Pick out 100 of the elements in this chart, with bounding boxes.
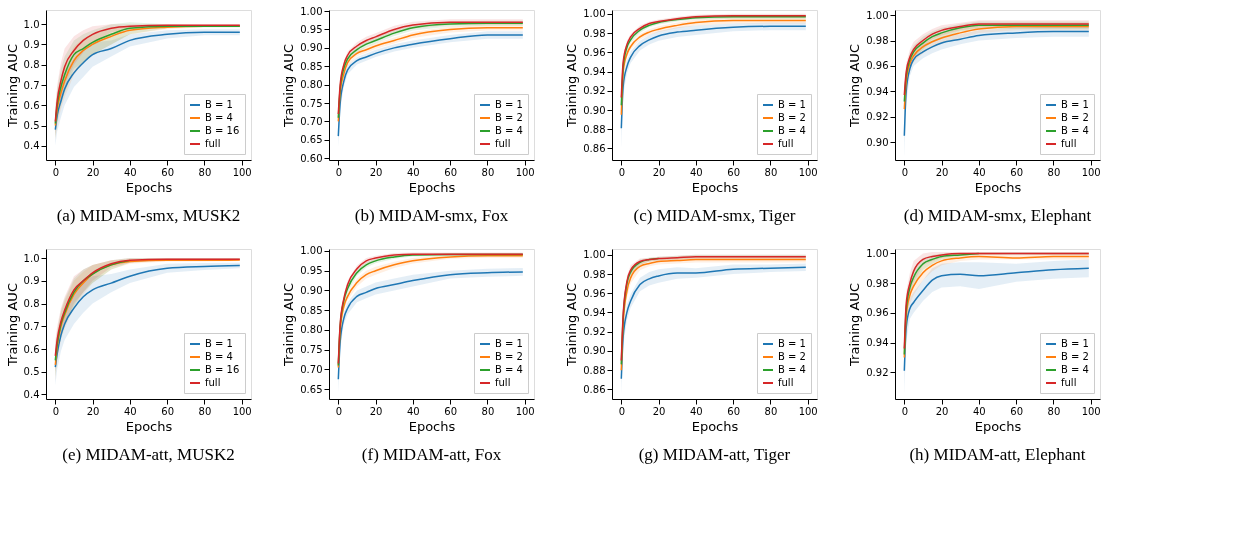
legend-label: B = 4 (495, 125, 523, 136)
legend-label: full (1061, 138, 1077, 149)
text: (f) MIDAM-att, Fox (361, 445, 502, 464)
y-tick-label: 0.75 (300, 344, 323, 356)
x-axis-title: Epochs (125, 179, 173, 195)
legend-label: B = 1 (778, 99, 806, 110)
legend-label: B = 2 (1061, 112, 1089, 123)
y-axis-title: Training AUC (564, 44, 580, 128)
text: (c) MIDAM-smx, Tiger (633, 206, 796, 225)
legend-label: full (205, 138, 221, 149)
x-tick-label: 80 (481, 405, 495, 417)
y-axis-title: Training AUC (281, 283, 297, 367)
x-tick-label: 0 (52, 405, 60, 417)
y-tick-label: 0.70 (300, 363, 323, 375)
x-tick-label: 60 (444, 405, 457, 417)
x-tick-label: 80 (764, 405, 778, 417)
legend-label: B = 4 (495, 364, 523, 375)
y-tick-label: 0.88 (583, 364, 606, 376)
y-axis-title: Training AUC (564, 283, 580, 367)
x-tick-label: 0 (901, 166, 909, 178)
y-tick-label: 1.00 (866, 9, 889, 21)
x-tick-label: 100 (515, 166, 535, 178)
y-tick-label: 0.92 (583, 85, 606, 97)
y-tick-label: 1.0 (23, 252, 40, 264)
legend-label: B = 1 (1061, 99, 1089, 110)
y-tick-label: 0.94 (866, 337, 889, 349)
y-tick-label: 0.65 (300, 383, 323, 395)
x-tick-label: 60 (444, 166, 457, 178)
y-tick-label: 0.9 (23, 275, 40, 287)
legend-label: full (495, 138, 511, 149)
y-tick-label: 1.00 (300, 5, 323, 17)
legend-label: full (778, 138, 794, 149)
x-tick-label: 20 (369, 166, 383, 178)
y-tick-label: 0.98 (583, 27, 606, 39)
legend-label: B = 1 (495, 99, 523, 110)
y-tick-label: 0.80 (300, 79, 323, 91)
x-tick-label: 40 (124, 405, 137, 417)
legend-label: B = 2 (778, 112, 806, 123)
y-tick-label: 0.92 (583, 326, 606, 338)
x-tick-label: 80 (1047, 405, 1061, 417)
y-tick-label: 0.9 (23, 38, 40, 50)
y-tick-label: 1.00 (300, 245, 323, 257)
y-tick-label: 0.95 (300, 265, 323, 277)
y-tick-label: 0.86 (583, 142, 606, 154)
y-tick-label: 0.98 (866, 277, 889, 289)
y-tick-label: 0.88 (583, 123, 606, 135)
x-tick-label: 60 (727, 405, 740, 417)
y-tick-label: 0.94 (583, 306, 606, 318)
legend-label: full (495, 377, 511, 388)
x-tick-label: 60 (727, 166, 740, 178)
x-tick-label: 20 (935, 166, 949, 178)
y-tick-label: 1.00 (583, 249, 606, 261)
y-tick-label: 0.90 (866, 136, 889, 148)
text: (g) MIDAM-att, Tiger (638, 445, 791, 464)
x-tick-label: 60 (1010, 405, 1023, 417)
y-tick-label: 0.8 (23, 59, 40, 71)
legend-label: B = 2 (1061, 351, 1089, 362)
y-axis-title: Training AUC (847, 44, 863, 128)
y-tick-label: 0.6 (23, 99, 40, 111)
y-tick-label: 0.70 (300, 115, 323, 127)
legend-label: B = 1 (205, 99, 233, 110)
x-axis-title: Epochs (691, 418, 739, 434)
x-tick-label: 100 (1081, 405, 1101, 417)
x-tick-label: 0 (335, 405, 343, 417)
x-tick-label: 100 (232, 166, 252, 178)
y-tick-label: 0.95 (300, 23, 323, 35)
x-tick-label: 60 (161, 166, 174, 178)
y-tick-label: 0.4 (23, 140, 40, 152)
x-tick-label: 0 (52, 166, 60, 178)
legend-label: B = 4 (1061, 364, 1089, 375)
y-tick-label: 0.90 (583, 104, 606, 116)
text: (e) MIDAM-att, MUSK2 (62, 445, 235, 464)
y-tick-label: 1.00 (866, 247, 889, 259)
y-tick-label: 0.90 (583, 345, 606, 357)
y-axis-title: Training AUC (281, 44, 297, 128)
x-axis-title: Epochs (408, 179, 456, 195)
x-tick-label: 100 (798, 166, 818, 178)
legend-label: B = 16 (205, 364, 240, 375)
text: (b) MIDAM-smx, Fox (354, 206, 509, 225)
x-tick-label: 0 (618, 166, 626, 178)
y-tick-label: 0.75 (300, 97, 323, 109)
x-tick-label: 20 (369, 405, 383, 417)
x-tick-label: 40 (690, 405, 703, 417)
x-tick-label: 40 (407, 405, 420, 417)
y-tick-label: 0.85 (300, 304, 323, 316)
y-tick-label: 0.5 (23, 366, 40, 378)
y-axis-title: Training AUC (4, 283, 20, 367)
x-tick-label: 100 (232, 405, 252, 417)
legend-label: B = 4 (205, 351, 233, 362)
x-tick-label: 20 (935, 405, 949, 417)
y-tick-label: 0.96 (583, 46, 606, 58)
x-tick-label: 20 (86, 166, 100, 178)
legend-label: full (1061, 377, 1077, 388)
y-tick-label: 0.92 (866, 366, 889, 378)
legend-label: B = 4 (1061, 125, 1089, 136)
y-tick-label: 0.85 (300, 60, 323, 72)
y-tick-label: 0.5 (23, 120, 40, 132)
y-tick-label: 0.94 (866, 85, 889, 97)
x-tick-label: 0 (618, 405, 626, 417)
y-tick-label: 1.00 (583, 8, 606, 20)
